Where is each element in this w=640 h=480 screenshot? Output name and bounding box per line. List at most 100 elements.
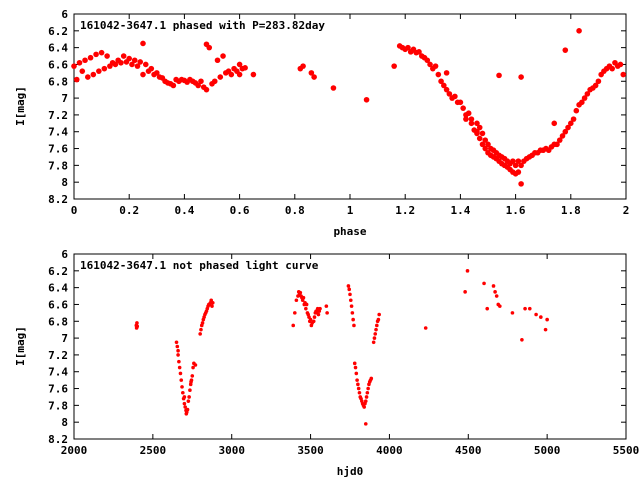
data-point	[131, 57, 138, 64]
data-point	[187, 395, 191, 399]
data-point	[348, 298, 353, 303]
data-point	[189, 380, 193, 384]
data-point	[372, 336, 377, 340]
data-point	[479, 130, 486, 137]
data-point	[463, 290, 467, 294]
data-point	[568, 120, 574, 127]
y-tick-label: 7.6	[48, 143, 68, 156]
data-point	[510, 311, 515, 315]
data-point	[195, 82, 201, 89]
data-point	[199, 327, 203, 332]
data-point	[291, 323, 296, 328]
data-point	[354, 371, 359, 376]
data-point	[374, 327, 378, 332]
data-point	[460, 105, 466, 111]
data-point	[468, 120, 475, 127]
data-point	[148, 65, 155, 72]
data-point	[101, 65, 108, 72]
x-tick-label: 1.4	[450, 204, 470, 217]
data-point	[140, 71, 146, 78]
y-tick-label: 7.8	[48, 399, 68, 412]
data-point	[482, 281, 486, 286]
y-tick-label: 6.8	[48, 315, 68, 328]
y-tick-label: 7.4	[48, 126, 68, 139]
chart-title: 161042-3647.1 phased with P=283.82day	[80, 19, 325, 32]
data-point	[592, 82, 599, 89]
x-tick-labels: 0 0.2 0.4 0.6 0.8 1 1.2 1.4 1.6 1.8 2	[71, 204, 630, 217]
y-tick-label: 7.2	[48, 349, 68, 362]
y-tick-label: 6.6	[48, 298, 68, 311]
data-point	[581, 95, 588, 101]
data-point	[515, 169, 522, 175]
data-point	[174, 340, 179, 345]
x-tick-label: 0	[71, 204, 78, 217]
data-point	[324, 304, 329, 308]
data-point	[217, 74, 224, 80]
phased-light-curve-chart: 0 0.2 0.4 0.6 0.8 1 1.2 1.4 1.6 1.8 2 6 6.2 6.4 6.6 6.…	[14, 8, 629, 238]
data-point	[510, 158, 516, 164]
data-point	[391, 63, 397, 69]
data-point	[363, 96, 370, 103]
x-tick-label: 4000	[376, 444, 403, 457]
y-tick-label: 6.4	[48, 42, 68, 55]
data-point	[371, 340, 376, 345]
data-point	[609, 65, 615, 72]
x-tick-label: 2	[623, 204, 630, 217]
data-point	[135, 321, 139, 325]
data-point	[416, 49, 422, 55]
data-point	[347, 287, 352, 292]
data-point	[177, 365, 182, 370]
data-point	[620, 71, 627, 78]
x-tick-label: 1	[347, 204, 354, 217]
data-point	[154, 70, 160, 76]
data-point	[562, 47, 569, 53]
data-point	[435, 71, 442, 78]
data-point	[366, 386, 370, 391]
data-point	[198, 78, 204, 85]
data-point	[446, 91, 453, 97]
data-point	[485, 141, 491, 148]
y-tick-label: 7	[61, 92, 68, 105]
data-point	[186, 399, 191, 403]
x-tick-label: 1.8	[561, 204, 581, 217]
data-point	[308, 70, 315, 76]
data-point	[228, 71, 235, 78]
data-point	[362, 405, 366, 409]
x-tick-label: 0.6	[230, 204, 250, 217]
data-point	[304, 306, 308, 311]
data-point	[214, 57, 221, 64]
data-point	[405, 44, 411, 51]
x-tick-label: 5000	[534, 444, 561, 457]
data-point	[427, 61, 433, 68]
data-point	[304, 302, 309, 307]
y-tick-labels: 6 6.2 6.4 6.6 6.8 7 7.2 7.4 7.6 7.8 8 8.2	[48, 248, 68, 446]
data-point	[376, 317, 381, 322]
data-point	[85, 74, 91, 80]
data-point	[79, 68, 86, 74]
data-point	[250, 71, 257, 78]
x-tick-label: 1.6	[506, 204, 526, 217]
data-point	[236, 61, 243, 68]
data-point	[104, 53, 110, 59]
data-point	[573, 107, 580, 114]
data-point	[184, 411, 189, 416]
data-point	[551, 120, 558, 127]
x-tick-label: 3500	[297, 444, 324, 457]
data-point	[476, 124, 483, 131]
data-point	[545, 317, 549, 322]
data-point	[515, 158, 522, 164]
data-point	[330, 85, 337, 91]
data-point	[424, 57, 431, 64]
y-tick-label: 6.2	[48, 25, 68, 38]
data-point	[463, 116, 469, 122]
data-point	[93, 51, 99, 58]
data-point	[512, 162, 519, 169]
data-point	[527, 306, 532, 311]
data-point	[479, 141, 486, 148]
data-point	[210, 304, 214, 308]
data-point	[98, 49, 105, 56]
y-tick-label: 6.6	[48, 58, 68, 71]
data-point	[311, 319, 316, 324]
data-point	[617, 61, 624, 68]
